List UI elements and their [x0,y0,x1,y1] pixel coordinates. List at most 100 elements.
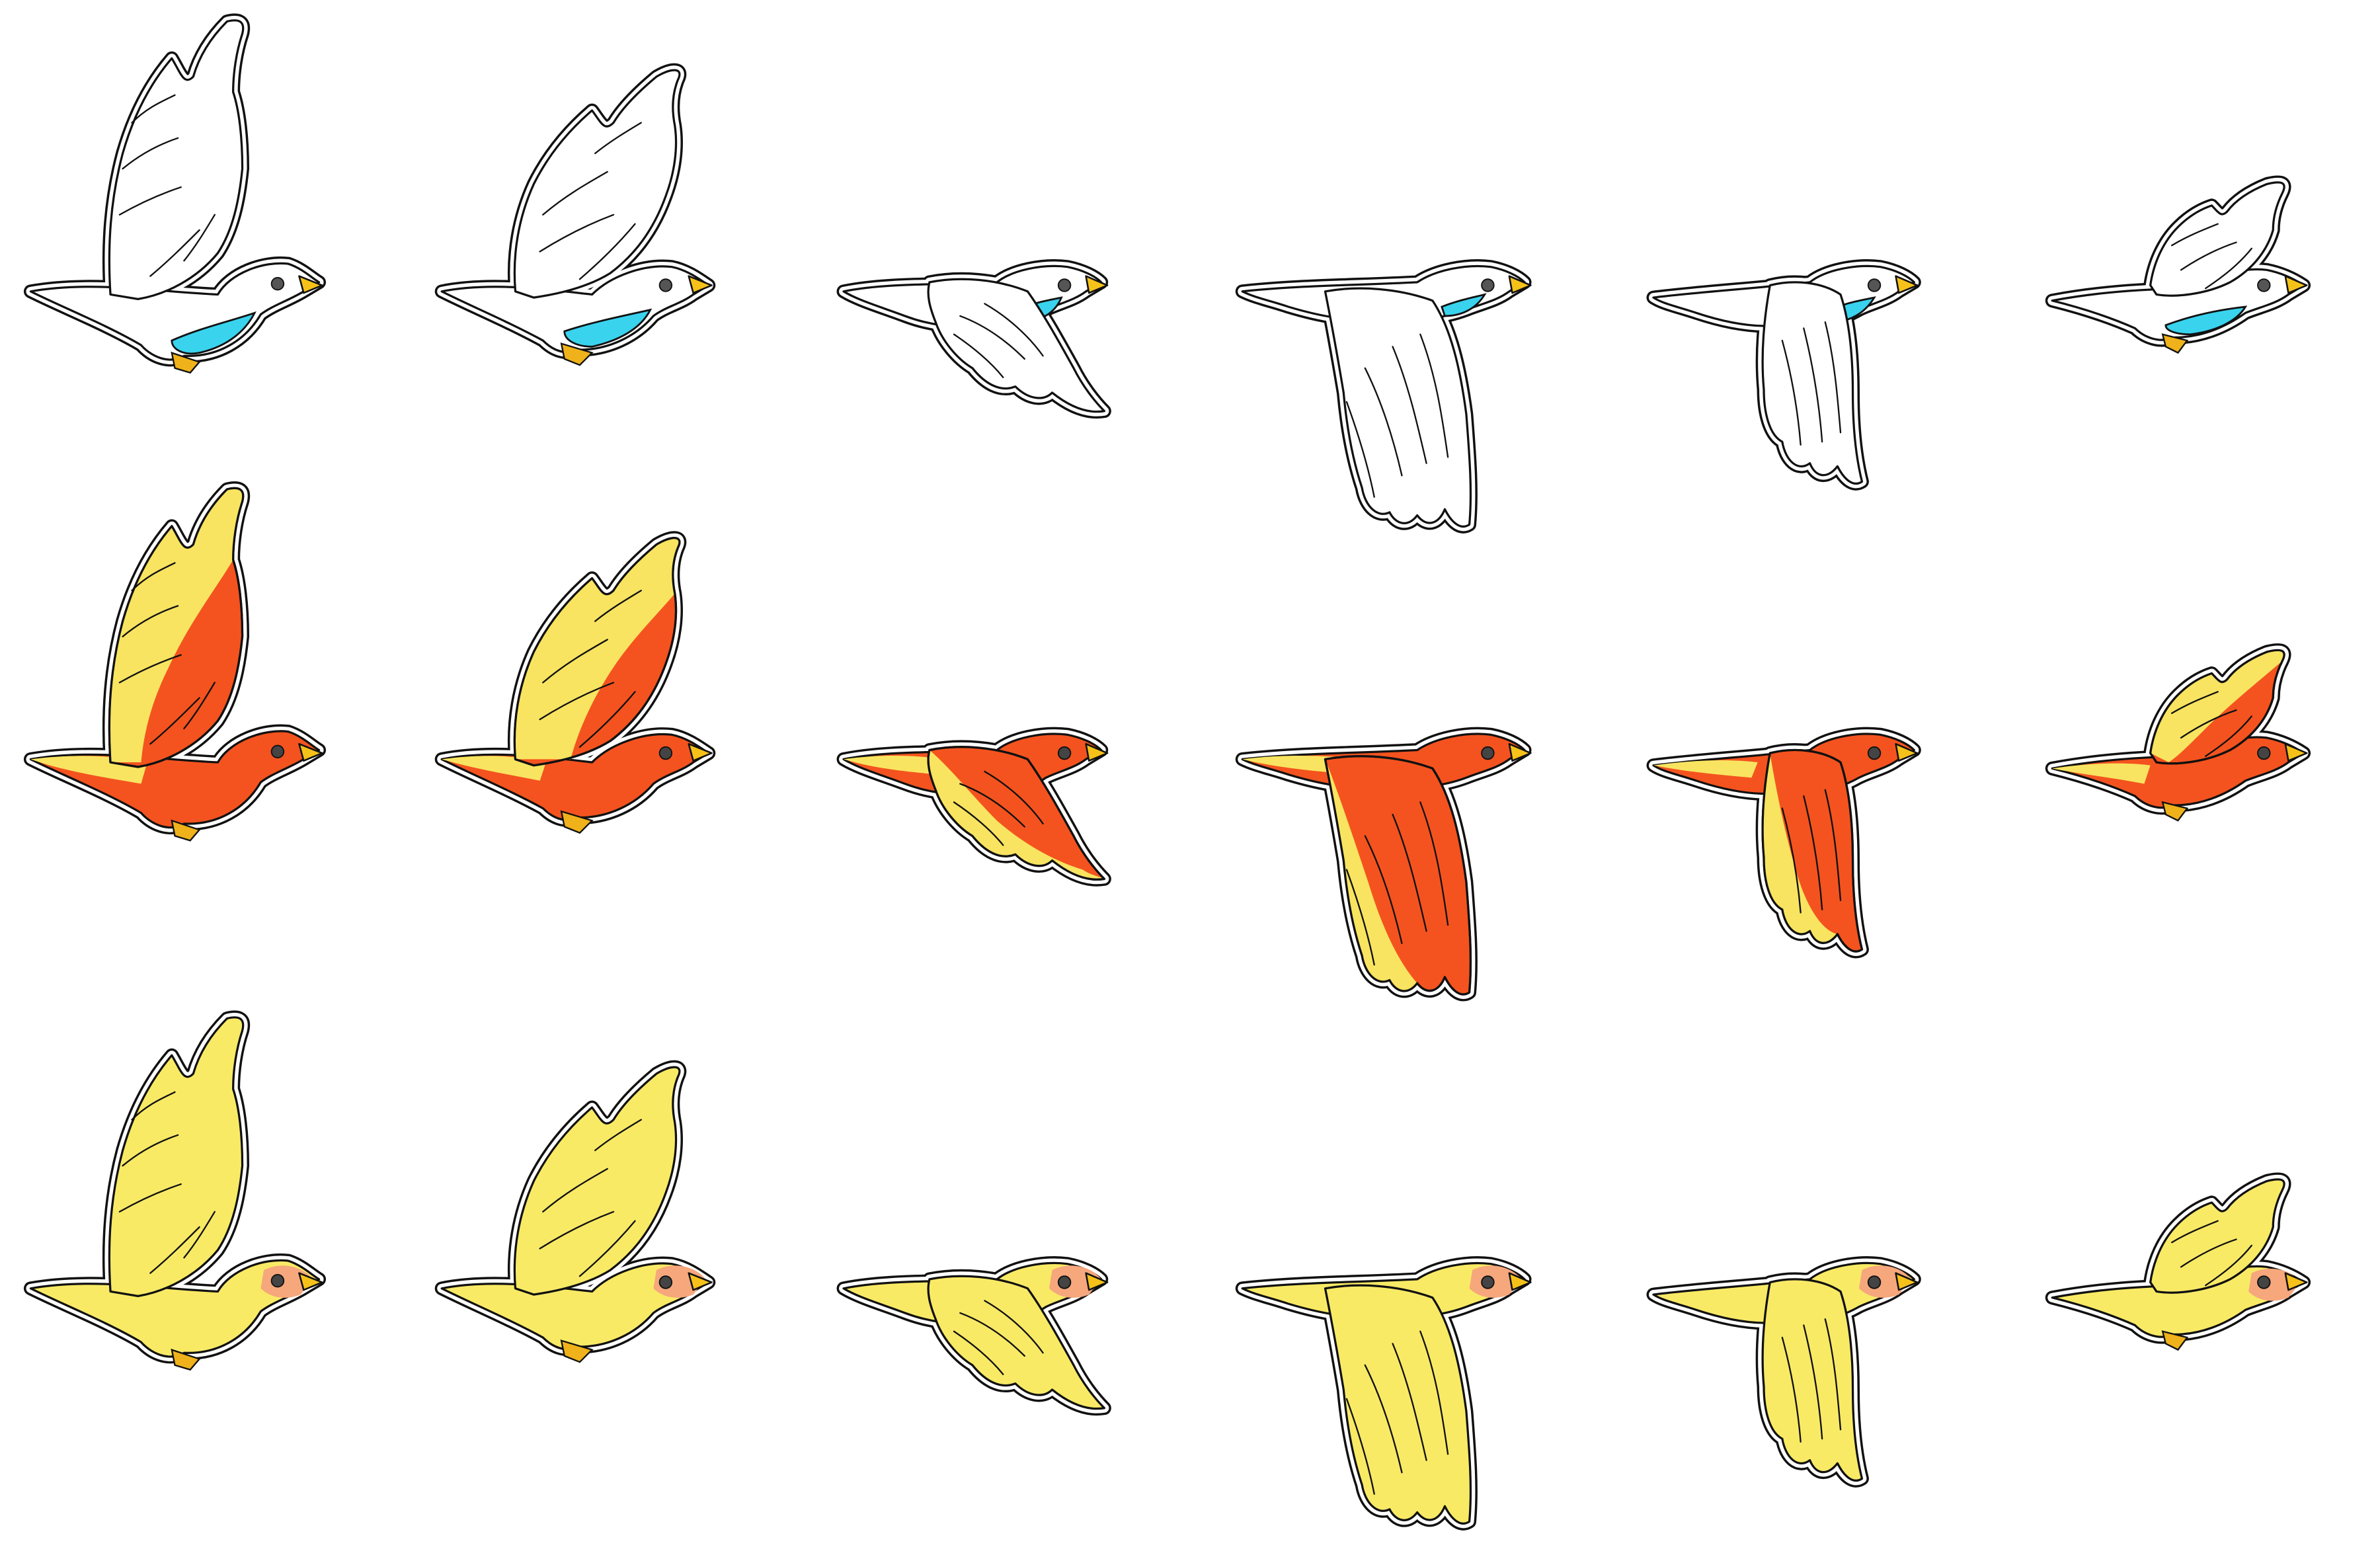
feather-line [1345,869,1375,966]
feather-line [183,682,216,730]
yellow-bird-frame-6 [2045,1172,2311,1351]
yellow-bird-frame-4 [1235,1256,1532,1531]
bird-beak [1895,1272,1919,1291]
bird-wing [927,1275,1106,1410]
bird-tail [844,756,945,775]
yellow-bird-frame-5 [1646,1256,1921,1488]
bird-tail [2052,763,2151,784]
red-yellow-bird-frame-2 [434,531,716,834]
feather-line [118,654,182,684]
feather-line [1824,1318,1842,1431]
bird-wing-edge [109,488,243,763]
bird-eye [1481,1275,1495,1289]
feather-line [118,186,182,216]
feather-line [131,562,176,592]
feather-line [542,171,608,216]
bird-wing [108,1016,245,1298]
bird-belly-patch [563,308,653,348]
bird-eye [658,746,673,760]
bird-beak [1508,742,1532,762]
bird-beak [1085,742,1109,762]
bird-wing-edge [1325,759,1417,991]
feather-line [1419,1330,1449,1455]
bird-wing [1761,1278,1864,1482]
bird-body [440,733,710,821]
feather-line [1803,327,1823,443]
bird-beak [688,742,713,762]
bird-feet [2161,333,2189,354]
feather-line [1392,813,1427,932]
feather-line [578,223,636,280]
bird-beak [1085,1272,1109,1291]
bird-beak [298,275,323,294]
red-yellow-bird-frame-5 [1646,727,1921,959]
feather-line [122,1134,179,1167]
feather-line [1345,1398,1375,1495]
bird-feet [560,1339,594,1363]
feather-line [149,1226,200,1274]
bird-beak [1895,275,1919,294]
bird-eye [270,744,285,759]
yellow-bird-frame-3 [836,1256,1111,1416]
feather-line [984,770,1044,824]
bird-beak [1508,275,1532,294]
feather-line [953,801,1004,846]
bird-eye [270,276,285,291]
white-bird-frame-5 [1646,259,1921,491]
feather-line [122,605,179,637]
feather-line [2205,1244,2252,1287]
feather-line [1345,401,1375,498]
feather-line [1392,1343,1427,1461]
bird-wing-edge [2150,650,2285,763]
bird-eye [1057,1275,1072,1289]
bird-eye [1481,746,1495,760]
bird-eye [270,1273,285,1288]
feather-line [1419,333,1449,458]
feather-line [118,1183,182,1213]
red-yellow-bird-frame-6 [2045,643,2311,822]
feather-line [2180,241,2237,271]
feather-line [578,691,636,748]
bird-beak [1895,742,1919,762]
bird-wing [1324,1284,1472,1525]
feather-line [183,214,216,262]
feather-line [2205,247,2252,290]
bird-wing [513,69,681,299]
bird-eye [1867,746,1882,760]
feather-line [539,682,615,721]
white-bird-frame-3 [836,259,1111,419]
feather-line [183,1211,216,1259]
bird-belly-patch [2164,305,2248,336]
feather-line [594,1119,642,1152]
bird-eye [2257,1275,2271,1289]
feather-line [2170,691,2219,714]
yellow-bird-frame-2 [434,1060,716,1363]
feather-line [1803,795,1823,910]
bird-eye [1481,278,1495,292]
bird-body [440,1262,710,1351]
bird-body [29,730,321,829]
feather-line [984,1300,1044,1354]
feather-line [1803,1324,1823,1440]
feather-line [959,1312,1025,1357]
feather-line [1781,339,1802,446]
feather-line [131,1091,176,1121]
feather-line [1781,807,1802,914]
bird-beak [2284,1272,2308,1291]
bird-eye [2257,278,2271,292]
bird-feet [171,351,201,374]
feather-line [959,315,1025,360]
white-bird-frame-1 [23,13,326,374]
bird-beak [298,1272,323,1291]
feather-line [1824,789,1842,901]
bird-body [29,262,321,361]
feather-line [131,94,176,124]
bird-feet [560,342,594,366]
feather-line [984,303,1044,357]
feather-line [539,1211,615,1250]
feather-line [2205,715,2252,757]
feather-line [578,1220,636,1277]
feather-line [1419,801,1449,926]
bird-wing-edge [514,538,680,760]
